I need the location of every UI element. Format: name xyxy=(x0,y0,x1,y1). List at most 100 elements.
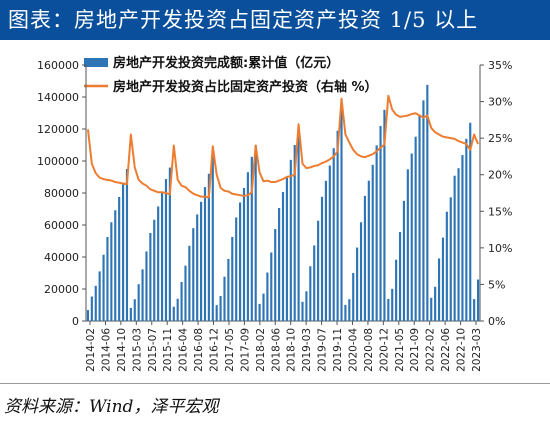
x-axis-tick-label: 2018-06 xyxy=(270,328,282,372)
bar xyxy=(114,210,117,321)
x-axis-tick-label: 2017-09 xyxy=(239,328,251,372)
bar xyxy=(215,305,218,321)
bar xyxy=(161,192,164,321)
bar xyxy=(367,180,370,321)
bar xyxy=(332,148,335,321)
bar xyxy=(379,125,382,322)
bar xyxy=(106,237,109,321)
bar xyxy=(476,279,480,321)
legend-line-label: 房地产开发投资占比固定资产投资（右轴 %） xyxy=(113,79,378,95)
bar xyxy=(437,258,441,321)
bar xyxy=(430,297,433,321)
bar xyxy=(402,200,406,321)
left-axis-tick-label: 40000 xyxy=(44,251,79,264)
bar xyxy=(266,272,269,321)
left-axis-tick-label: 60000 xyxy=(44,219,79,232)
x-axis-tick-label: 2021-09 xyxy=(409,328,421,372)
bar xyxy=(121,184,125,321)
x-axis-tick-label: 2021-05 xyxy=(394,328,406,372)
bar xyxy=(196,214,199,321)
x-axis-tick-label: 2022-10 xyxy=(456,328,468,372)
x-axis-tick-label: 2015-03 xyxy=(131,328,143,372)
bar xyxy=(422,100,425,321)
bar xyxy=(242,188,246,321)
bar xyxy=(375,145,378,321)
bar xyxy=(340,109,343,321)
right-axis-tick-label: 0% xyxy=(488,315,505,328)
bar-series xyxy=(86,84,480,322)
left-axis-tick-label: 160000 xyxy=(37,59,79,72)
bar xyxy=(414,136,417,321)
footer-divider xyxy=(0,383,550,384)
bar xyxy=(223,276,226,321)
bar xyxy=(320,196,324,321)
bar xyxy=(231,237,234,321)
bar xyxy=(145,251,148,321)
x-axis-tick-label: 2016-04 xyxy=(178,328,190,372)
bar xyxy=(317,220,320,321)
x-axis-tick-label: 2015-11 xyxy=(162,328,174,372)
x-axis-tick-label: 2019-07 xyxy=(317,328,329,372)
bar xyxy=(86,310,90,321)
bar xyxy=(285,176,288,321)
x-axis-tick-label: 2015-07 xyxy=(147,328,159,372)
bar xyxy=(391,288,394,321)
bar xyxy=(281,192,285,321)
x-axis-tick-label: 2022-06 xyxy=(440,328,452,372)
bar xyxy=(250,156,253,321)
bar xyxy=(352,273,355,321)
share-line xyxy=(86,94,479,199)
right-axis-tick-label: 20% xyxy=(488,169,512,182)
bar xyxy=(426,84,429,321)
bar xyxy=(164,179,168,321)
bar xyxy=(469,122,472,321)
bar xyxy=(149,233,152,321)
bar xyxy=(110,222,113,321)
bar xyxy=(137,284,140,321)
bar xyxy=(449,197,452,321)
bar xyxy=(371,164,374,321)
bar xyxy=(473,299,476,321)
bar xyxy=(176,298,179,321)
bar xyxy=(328,165,331,321)
x-axis-tick-label: 2019-11 xyxy=(332,328,344,372)
bar xyxy=(387,298,390,321)
bar xyxy=(324,180,327,321)
bar xyxy=(192,228,195,321)
legend-bar-swatch xyxy=(84,58,108,67)
bar xyxy=(313,245,316,321)
bar xyxy=(153,219,156,321)
bar xyxy=(254,145,257,321)
bar xyxy=(94,285,97,321)
bar xyxy=(356,247,359,321)
left-axis-tick-label: 120000 xyxy=(37,123,79,136)
x-axis-tick-label: 2019-03 xyxy=(301,328,313,372)
x-axis-tick-label: 2020-12 xyxy=(378,328,390,372)
bar xyxy=(445,211,448,321)
x-axis-tick-label: 2018-02 xyxy=(255,328,267,372)
bar xyxy=(219,296,222,321)
bar xyxy=(344,304,347,321)
bar xyxy=(410,153,413,321)
left-axis-tick-label: 0 xyxy=(72,315,79,328)
bar xyxy=(274,229,277,321)
bar xyxy=(180,281,183,321)
bar xyxy=(465,138,468,321)
bar xyxy=(301,301,304,321)
bar xyxy=(125,169,129,321)
bar xyxy=(203,187,207,321)
chart-title: 图表：房地产开发投资占固定资产投资 1/5 以上 xyxy=(8,8,479,32)
bar xyxy=(133,299,136,321)
bar xyxy=(398,232,402,321)
bar xyxy=(383,109,386,321)
bar xyxy=(278,208,281,321)
bar xyxy=(309,266,312,321)
left-axis-tick-label: 140000 xyxy=(37,91,79,104)
bar xyxy=(172,306,175,321)
bar xyxy=(457,168,460,321)
bar xyxy=(200,201,203,321)
bar xyxy=(305,291,308,321)
bar xyxy=(102,254,105,321)
bar xyxy=(207,173,210,321)
bar xyxy=(297,128,300,321)
